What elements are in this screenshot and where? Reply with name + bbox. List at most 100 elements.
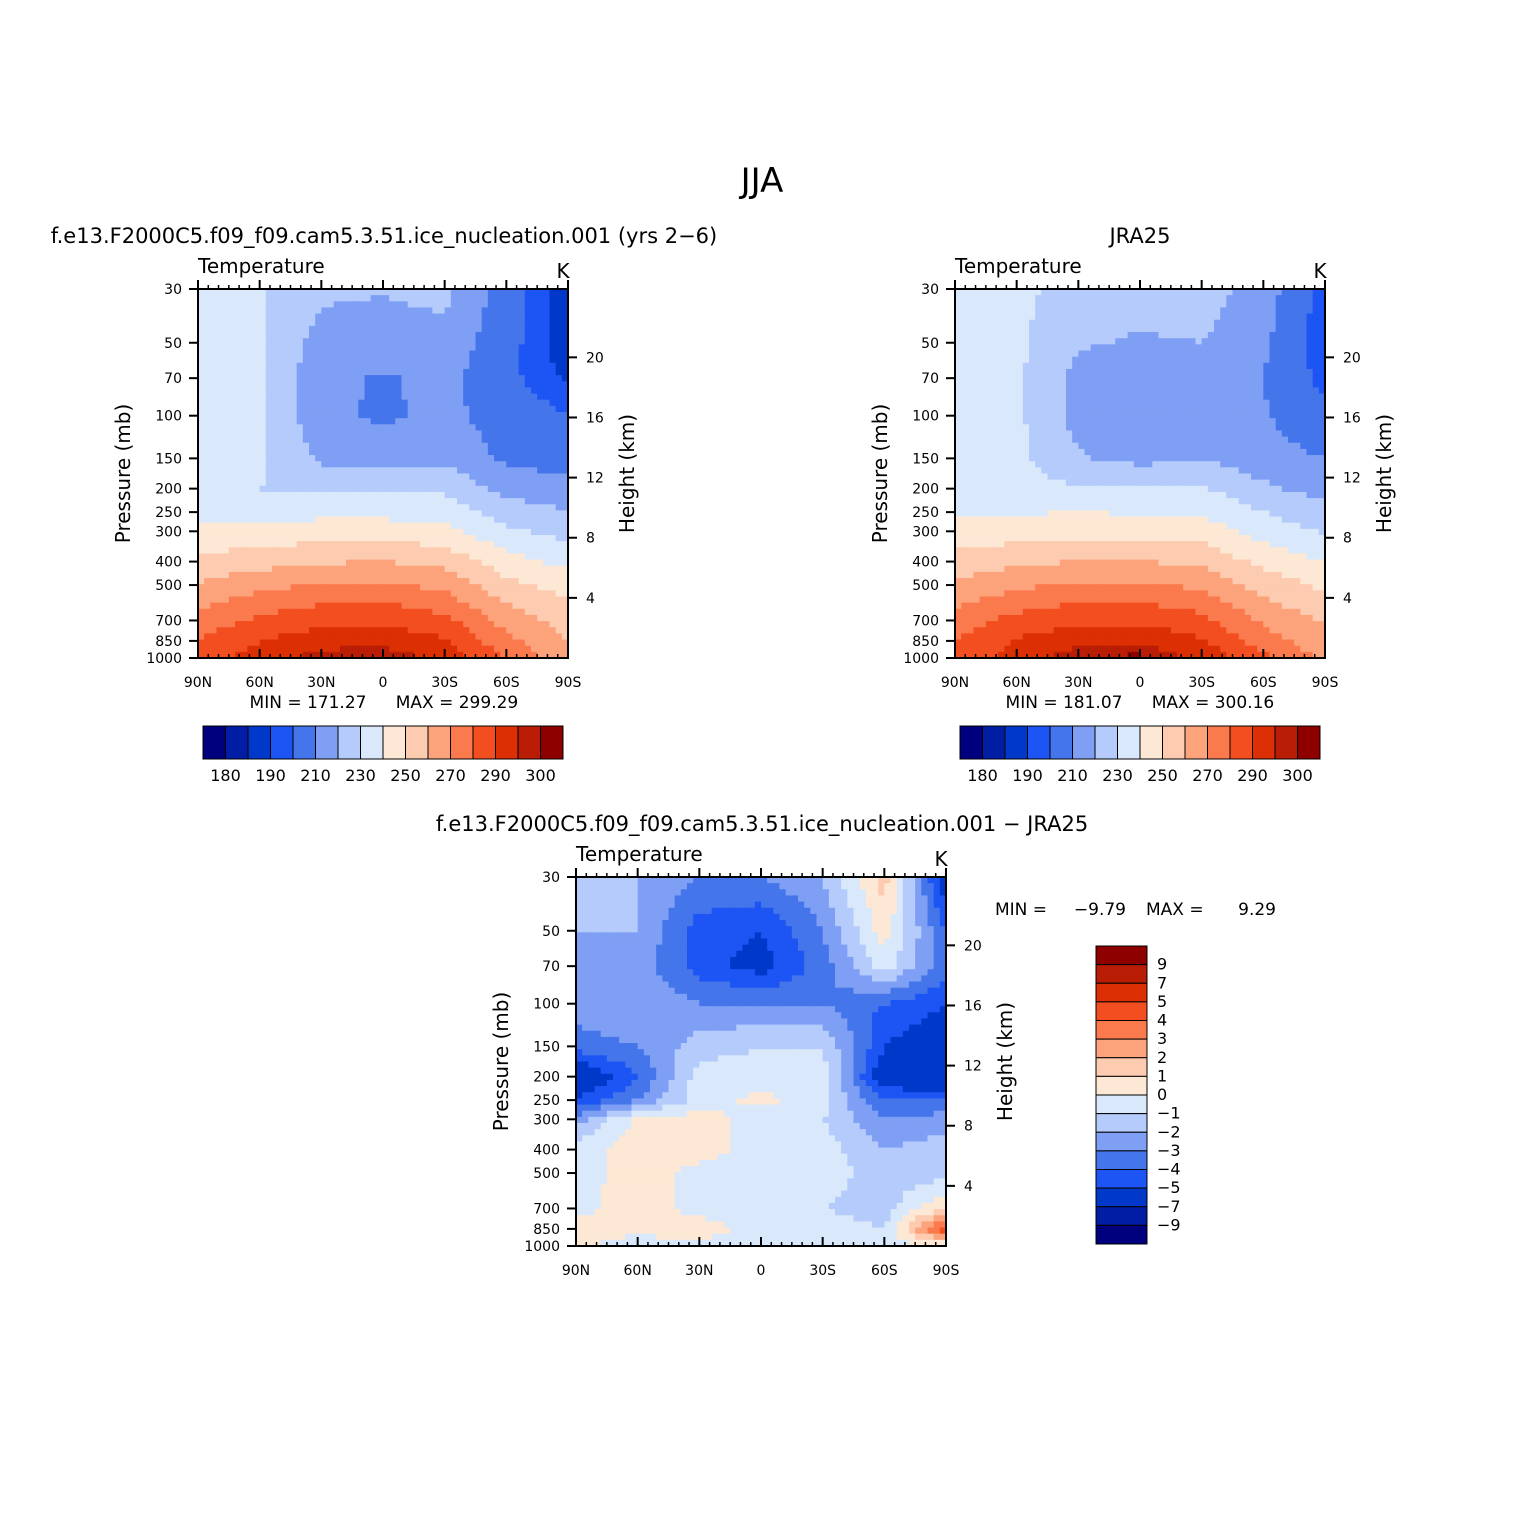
model-cell — [315, 325, 322, 333]
obs-cell — [1232, 405, 1240, 413]
obs-cell — [1066, 344, 1073, 352]
model-cell — [444, 516, 452, 524]
model-cell — [395, 578, 403, 585]
obs-cell — [1133, 307, 1141, 315]
obs-cell — [1016, 332, 1024, 339]
model-cell — [518, 633, 526, 641]
model-cell — [555, 356, 563, 364]
model-cell — [395, 621, 403, 628]
model-cell — [438, 498, 446, 505]
model-cell — [500, 368, 507, 376]
obs-cell — [1244, 405, 1252, 413]
model-cell — [463, 399, 470, 407]
model-cell — [265, 547, 273, 555]
obs-cell — [985, 307, 993, 315]
model-cell — [228, 528, 236, 536]
model-cell — [494, 338, 501, 345]
model-cell — [253, 467, 261, 475]
model-cell — [395, 362, 403, 370]
obs-cell — [1318, 350, 1326, 358]
model-cell — [518, 547, 526, 555]
model-cell — [413, 651, 421, 659]
obs-cell — [1183, 332, 1190, 339]
model-cell — [376, 412, 384, 419]
model-cell — [376, 596, 384, 604]
obs-cell — [1053, 344, 1061, 352]
model-cell — [506, 387, 514, 395]
model-cell — [370, 516, 378, 524]
model-cell — [253, 289, 261, 296]
model-cell — [469, 510, 477, 518]
model-cell — [469, 590, 477, 598]
obs-cell — [961, 307, 968, 315]
model-cell — [376, 651, 384, 659]
obs-cell — [973, 393, 981, 401]
obs-cell — [1066, 307, 1073, 315]
model-cell — [500, 356, 507, 364]
model-cell — [537, 473, 544, 481]
model-cell — [228, 399, 236, 407]
model-cell — [432, 442, 440, 450]
model-cell — [284, 356, 292, 364]
model-cell — [272, 412, 279, 419]
obs-cell — [1195, 319, 1203, 327]
obs-cell — [1035, 295, 1042, 302]
model-cell — [432, 387, 440, 395]
model-cell — [401, 319, 409, 327]
model-cell — [518, 621, 526, 628]
obs-cell — [1016, 307, 1024, 315]
model-cell — [444, 344, 452, 352]
model-cell — [216, 571, 224, 579]
model-cell — [198, 319, 205, 327]
model-cell — [549, 491, 557, 499]
model-cell — [278, 424, 285, 432]
model-cell — [524, 565, 532, 573]
obs-cell — [1195, 325, 1203, 333]
model-cell — [265, 504, 273, 511]
model-cell — [432, 541, 440, 548]
model-cell — [204, 553, 211, 561]
obs-cell — [1109, 313, 1116, 321]
model-cell — [370, 510, 378, 518]
obs-cell — [967, 381, 975, 388]
model-cell — [524, 344, 532, 352]
obs-cell — [1318, 399, 1326, 407]
obs-cell — [1158, 356, 1166, 364]
model-cell — [222, 350, 230, 358]
obs-cell — [998, 307, 1005, 315]
model-cell — [457, 510, 464, 518]
model-cell — [284, 491, 292, 499]
obs-cell — [1072, 301, 1079, 309]
model-cell — [346, 596, 353, 604]
obs-cell — [1189, 325, 1197, 333]
model-cell — [198, 553, 205, 561]
model-cell — [364, 387, 372, 395]
model-cell — [407, 516, 415, 524]
model-cell — [438, 627, 446, 634]
model-cell — [401, 313, 409, 321]
model-cell — [413, 571, 421, 579]
model-cell — [543, 313, 551, 321]
obs-cell — [992, 387, 999, 395]
model-cell — [531, 633, 538, 641]
model-cell — [450, 602, 458, 610]
model-cell — [309, 455, 316, 462]
model-cell — [438, 621, 446, 628]
model-cell — [290, 565, 298, 573]
model-cell — [500, 325, 507, 333]
obs-cell — [1207, 368, 1215, 376]
model-cell — [444, 436, 452, 444]
model-cell — [537, 627, 544, 634]
model-cell — [265, 301, 273, 309]
model-cell — [222, 485, 230, 493]
model-cell — [302, 295, 310, 302]
model-cell — [339, 467, 347, 475]
model-cell — [333, 332, 341, 339]
model-cell — [222, 479, 230, 487]
model-cell — [450, 491, 458, 499]
obs-cell — [1207, 325, 1215, 333]
model-cell — [321, 368, 329, 376]
model-cell — [543, 559, 551, 567]
obs-cell — [1115, 295, 1123, 302]
model-cell — [198, 436, 205, 444]
